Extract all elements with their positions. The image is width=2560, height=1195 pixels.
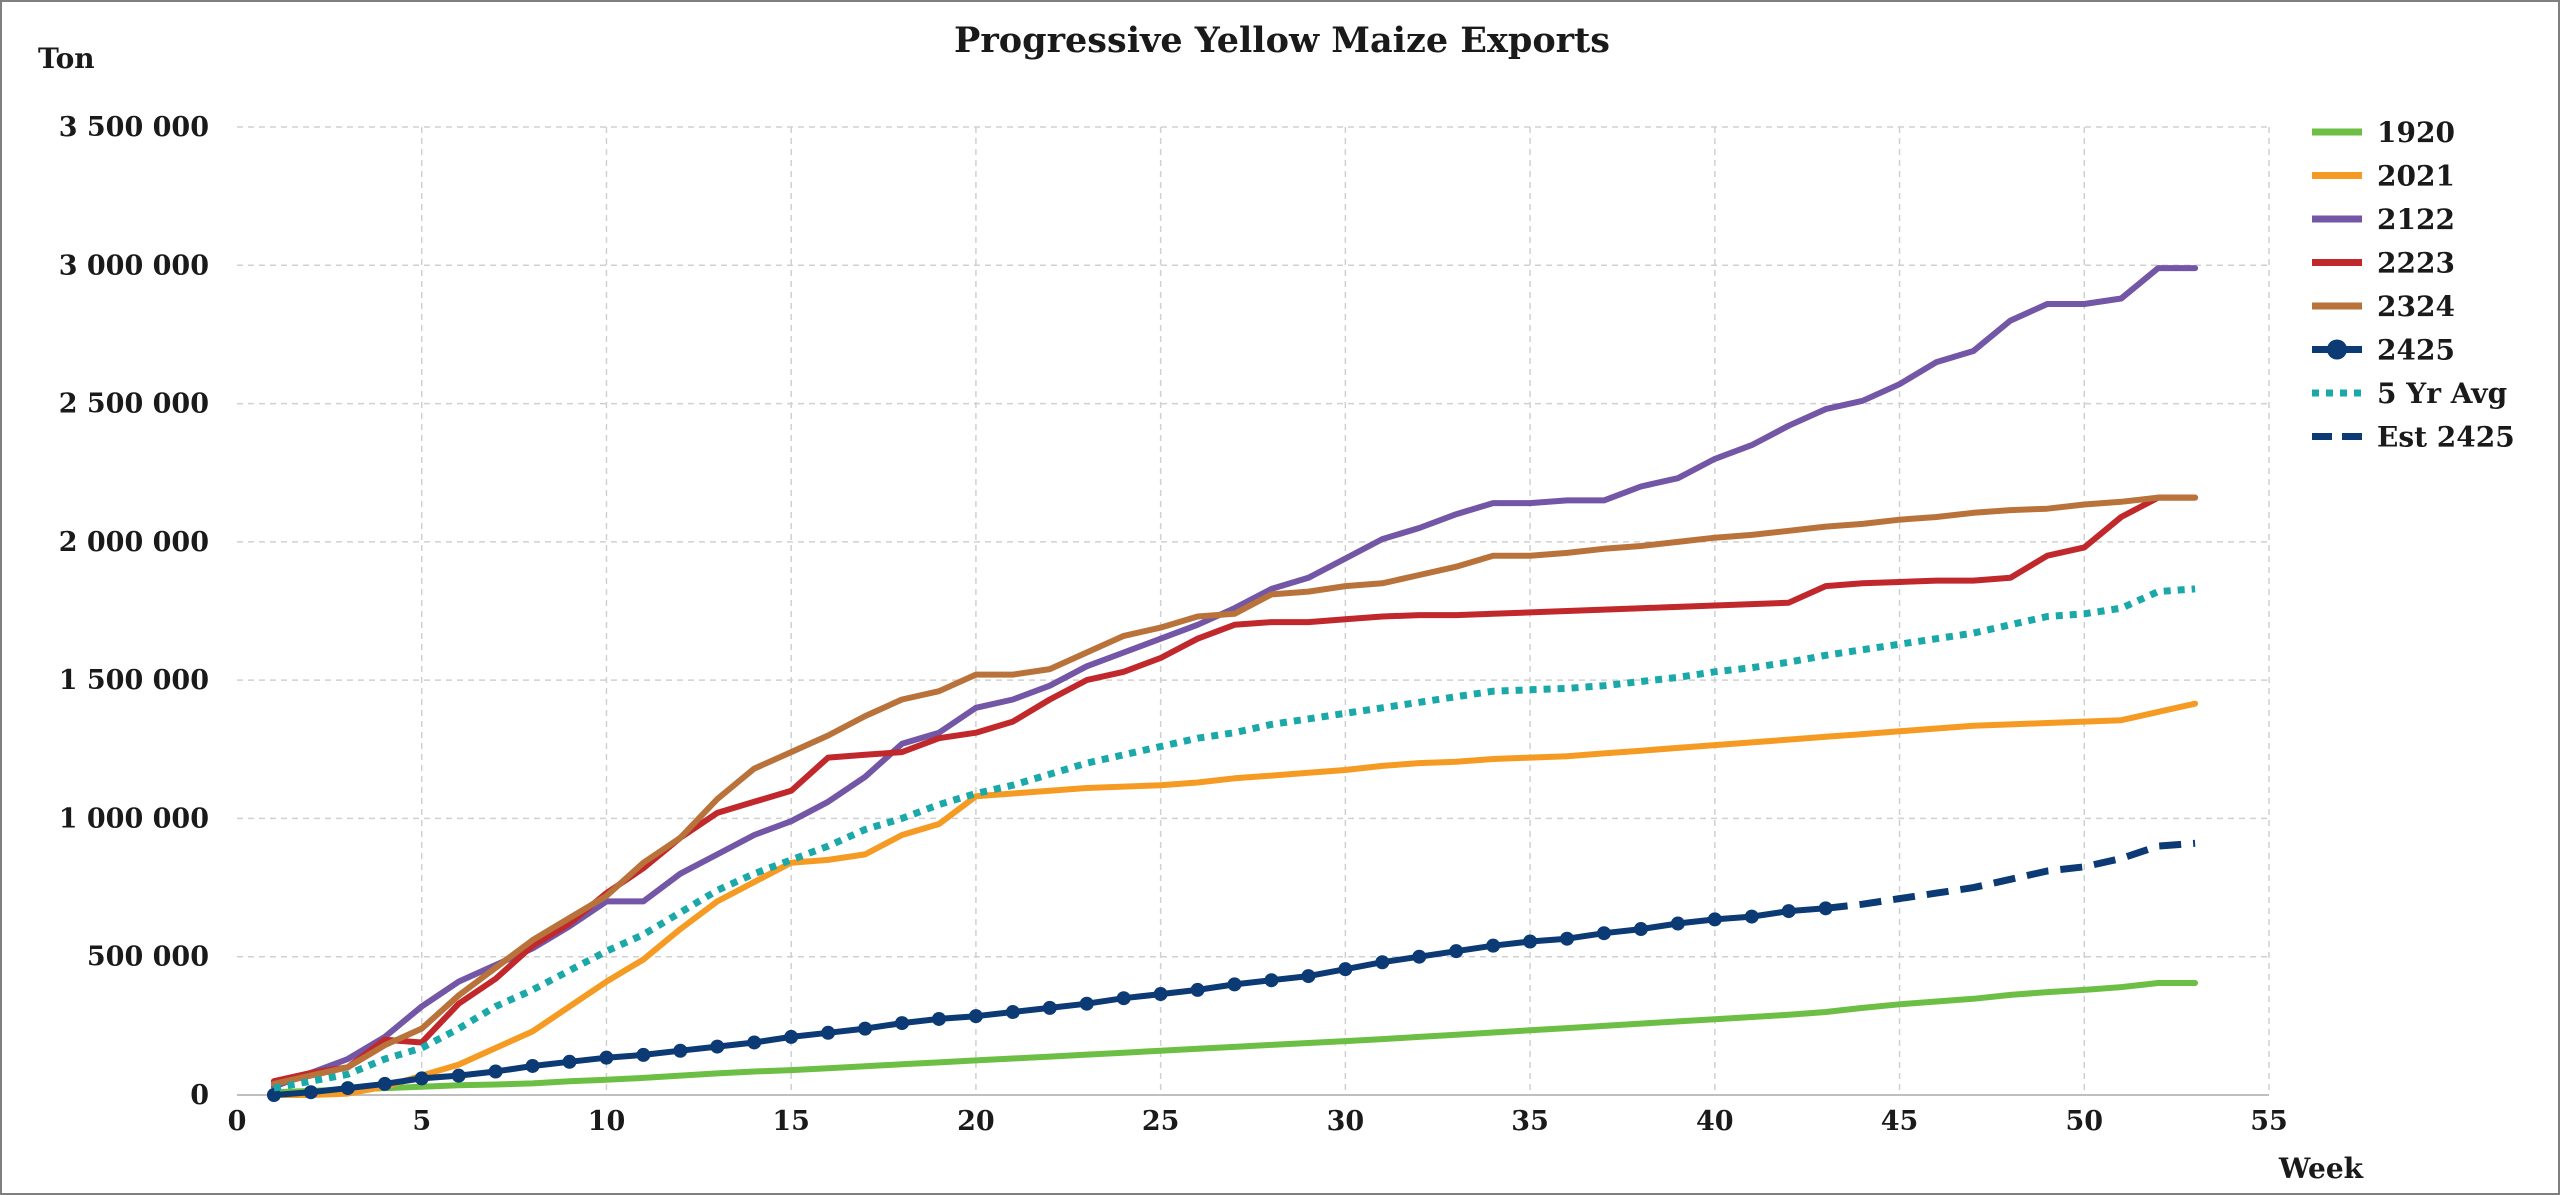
data-point [821, 1025, 836, 1040]
data-point [858, 1021, 873, 1036]
data-point [1670, 916, 1685, 931]
y-tick-label: 1 000 000 [59, 803, 209, 834]
x-tick-label: 20 [957, 1106, 995, 1137]
data-point [710, 1039, 725, 1054]
data-point [1227, 977, 1242, 992]
legend-label-1920: 1920 [2377, 116, 2455, 149]
y-tick-label: 0 [190, 1080, 209, 1111]
x-tick-label: 5 [412, 1106, 431, 1137]
data-point [451, 1068, 466, 1083]
x-tick-label: 0 [228, 1106, 247, 1137]
y-tick-label: 1 500 000 [59, 665, 209, 696]
data-point [1005, 1005, 1020, 1020]
data-point [266, 1088, 281, 1102]
y-tick-label: 500 000 [87, 942, 209, 973]
data-point [340, 1081, 355, 1096]
y-axis-title: Ton [38, 42, 95, 75]
y-tick-label: 3 000 000 [59, 250, 209, 281]
y-tick-label: 2 000 000 [59, 527, 209, 558]
data-point [1338, 962, 1353, 977]
data-point [377, 1076, 392, 1091]
data-point [562, 1054, 577, 1069]
axes: 0 500 000 1 000 000 1 500 000 2 000 000 2 500… [59, 112, 2288, 1137]
data-point [1707, 912, 1722, 927]
data-point [414, 1071, 429, 1086]
data-point [1449, 944, 1464, 959]
data-point [931, 1011, 946, 1026]
data-point [1301, 969, 1316, 984]
data-point [1596, 926, 1611, 941]
x-tick-label: 35 [1511, 1106, 1549, 1137]
data-point [1486, 938, 1501, 953]
data-point [1781, 904, 1796, 919]
chart-title: Progressive Yellow Maize Exports [954, 20, 1610, 61]
data-point [599, 1050, 614, 1065]
gridlines [237, 126, 2270, 1095]
legend-label-2425: 2425 [2377, 334, 2455, 367]
data-point [747, 1035, 762, 1050]
data-point [895, 1016, 910, 1031]
data-point [525, 1058, 540, 1073]
series-lines [266, 265, 2199, 1102]
x-tick-label: 10 [588, 1106, 626, 1137]
series-line-est-2425 [1825, 839, 2196, 912]
x-tick-label: 55 [2250, 1106, 2288, 1137]
data-point [673, 1043, 688, 1058]
y-tick-label: 2 500 000 [59, 389, 209, 420]
data-point [1116, 991, 1131, 1006]
x-axis-title: Week [2278, 1152, 2364, 1185]
legend-label-est-2425: Est 2425 [2377, 421, 2515, 454]
data-point [784, 1029, 799, 1044]
data-point [488, 1064, 503, 1079]
legend-label-2223: 2223 [2377, 247, 2455, 280]
data-point [968, 1009, 983, 1024]
series-line-2122 [270, 265, 2199, 1090]
x-tick-label: 40 [1696, 1106, 1734, 1137]
data-point [1190, 982, 1205, 997]
x-tick-label: 30 [1327, 1106, 1365, 1137]
data-point [1744, 909, 1759, 924]
data-point [1375, 955, 1390, 970]
data-point [1412, 949, 1427, 964]
series-line-1920 [270, 980, 2199, 1096]
data-point [1264, 973, 1279, 988]
data-point [1633, 922, 1648, 937]
legend-label-5-yr-avg: 5 Yr Avg [2377, 377, 2507, 410]
series-line-2324 [270, 494, 2199, 1087]
data-point [1523, 934, 1538, 949]
y-tick-label: 3 500 000 [59, 112, 209, 143]
legend: 1920 2021 2122 2223 2324 2425 5 Yr Avg Est 2425 [2312, 116, 2515, 454]
data-point [1042, 1000, 1057, 1015]
series-line-2223 [270, 494, 2199, 1085]
data-point [636, 1047, 651, 1062]
x-tick-label: 50 [2065, 1106, 2103, 1137]
legend-label-2021: 2021 [2377, 160, 2455, 193]
x-tick-label: 25 [1142, 1106, 1180, 1137]
legend-label-2324: 2324 [2377, 290, 2455, 323]
series-line-2021 [270, 700, 2199, 1098]
legend-marker [2327, 339, 2347, 360]
data-point [1560, 931, 1575, 946]
data-point [303, 1085, 318, 1100]
data-point [1079, 996, 1094, 1011]
legend-label-2122: 2122 [2377, 203, 2455, 236]
x-tick-label: 15 [772, 1106, 810, 1137]
data-point [1153, 987, 1168, 1002]
x-tick-label: 45 [1881, 1106, 1919, 1137]
